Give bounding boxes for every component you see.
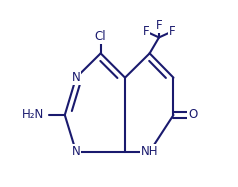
Text: F: F <box>156 19 162 32</box>
Text: H₂N: H₂N <box>22 108 44 122</box>
Text: F: F <box>169 25 175 38</box>
Text: Cl: Cl <box>95 30 106 43</box>
Text: N: N <box>72 145 80 158</box>
Text: F: F <box>143 25 149 38</box>
Text: N: N <box>72 71 80 84</box>
Text: NH: NH <box>141 145 159 158</box>
Text: O: O <box>188 108 197 122</box>
